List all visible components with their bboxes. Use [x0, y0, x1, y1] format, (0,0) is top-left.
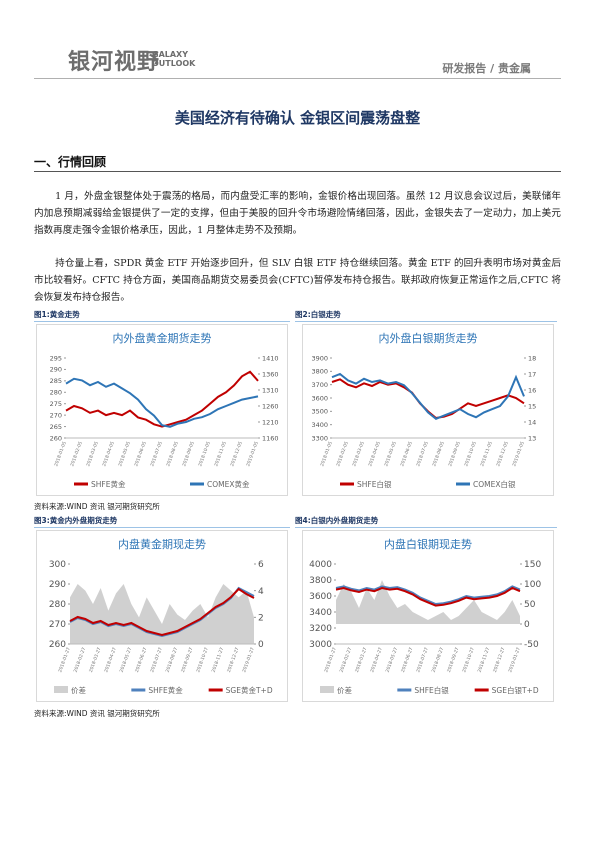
y-tick-label: 270	[50, 411, 62, 419]
y2-tick-label: 1360	[262, 370, 279, 378]
y2-tick-label: 6	[258, 560, 264, 570]
legend-swatch	[320, 686, 334, 693]
y2-tick-label: 1410	[262, 354, 279, 362]
legend-label: SHFE黄金	[148, 685, 183, 695]
y-tick-label: 3400	[311, 421, 328, 429]
y-tick-label: 295	[50, 354, 62, 362]
y-tick-label: 275	[50, 400, 62, 408]
chart-title: 内外盘白银期货走势	[379, 331, 478, 345]
legend-label: SGE黄金T+D	[226, 685, 273, 695]
y2-tick-label: 17	[528, 370, 536, 378]
caption: 图4:白银内外盘期货走势	[295, 515, 557, 528]
chart: 内盘白银期现走势 3000 3200 3400 3600 3800 4000 -50 0 50 10…	[302, 530, 554, 702]
line	[335, 585, 521, 606]
line	[69, 587, 255, 637]
legend-label: COMEX白银	[473, 479, 516, 489]
y-tick-label: 3800	[309, 576, 332, 586]
y-tick-label: 260	[49, 640, 66, 650]
y2-tick-label: 18	[528, 354, 536, 362]
heading: 一、行情回顾	[34, 155, 107, 169]
y2-tick-label: 4	[258, 587, 264, 597]
y-tick-label: 3300	[311, 434, 328, 442]
y-tick-label: 3400	[309, 608, 332, 618]
y2-tick-label: 16	[528, 386, 536, 394]
legend-label: 价差	[71, 685, 86, 695]
y-tick-label: 280	[49, 600, 66, 610]
y2-tick-label: 1160	[262, 434, 279, 442]
y-tick-label: 3600	[311, 394, 328, 402]
line	[335, 586, 521, 607]
line	[65, 370, 259, 428]
source: 资料来源:WIND 资讯 银河期货研究所	[34, 709, 160, 718]
heading-rule	[34, 171, 561, 172]
chart-title: 内外盘黄金期货走势	[113, 331, 212, 345]
chart: 内外盘黄金期货走势 260 265 270 275 280 285 290 295 1160 121…	[36, 324, 288, 496]
caption: 图1:黄金走势	[34, 309, 290, 322]
y-tick-label: 285	[50, 377, 62, 385]
legend-swatch	[54, 686, 68, 693]
caption: 图3:黄金内外盘期货走势	[34, 515, 290, 528]
y2-tick-label: 1260	[262, 402, 279, 410]
logo: 银河视野	[68, 50, 161, 75]
legend-label: 价差	[337, 685, 352, 695]
legend-label: SHFE黄金	[91, 479, 126, 489]
y-tick-label: 3500	[311, 408, 328, 416]
y2-tick-label: 50	[524, 600, 536, 610]
legend-label: SGE白银T+D	[492, 685, 539, 695]
y2-tick-label: 14	[528, 418, 536, 426]
y-tick-label: 3200	[309, 624, 332, 634]
y-tick-label: 300	[49, 560, 66, 570]
y2-tick-label: -50	[524, 640, 539, 650]
y2-tick-label: 2	[258, 613, 264, 623]
area	[336, 580, 520, 624]
legend-label: SHFE白银	[414, 685, 449, 695]
chart-title: 内盘黄金期现走势	[118, 537, 206, 551]
y-tick-label: 3700	[311, 381, 328, 389]
y-tick-label: 3600	[309, 592, 332, 602]
y-tick-label: 4000	[309, 560, 332, 570]
line	[331, 372, 525, 420]
y-tick-label: 290	[49, 580, 66, 590]
y-tick-label: 3800	[311, 368, 328, 376]
y-tick-label: 3900	[311, 354, 328, 362]
y2-tick-label: 1310	[262, 386, 279, 394]
y2-tick-label: 0	[258, 640, 264, 650]
line	[65, 377, 259, 428]
header-rule	[34, 78, 561, 79]
section-tag: 研发报告 / 贵金属	[442, 62, 531, 75]
legend-label: COMEX黄金	[207, 479, 250, 489]
chart: 内外盘白银期货走势 3300 3400 3500 3600 3700 3800 3900 13 1…	[302, 324, 554, 496]
caption: 图2:白银走势	[295, 309, 557, 322]
y2-tick-label: 15	[528, 402, 536, 410]
chart-title: 内盘白银期现走势	[384, 537, 472, 551]
y2-tick-label: 0	[524, 620, 530, 630]
area	[70, 584, 254, 644]
paragraph: 1 月，外盘金银整体处于震荡的格局，而内盘受汇率的影响，金银价格出现回落。虽然 …	[34, 191, 561, 236]
y-tick-label: 265	[50, 423, 62, 431]
y-tick-label: 260	[50, 434, 62, 442]
source: 资料来源:WIND 资讯 银河期货研究所	[34, 502, 160, 511]
y2-tick-label: 100	[524, 580, 541, 590]
y-tick-label: 280	[50, 389, 62, 397]
y2-tick-label: 13	[528, 434, 536, 442]
logo-en: OUTLOOK	[152, 59, 196, 68]
chart-frame	[36, 324, 288, 496]
legend-label: SHFE白银	[357, 479, 392, 489]
logo-en: GALAXY	[152, 50, 189, 59]
y2-tick-label: 1210	[262, 418, 279, 426]
y-tick-label: 290	[50, 366, 62, 374]
y2-tick-label: 150	[524, 560, 541, 570]
paragraph: 持仓量上看，SPDR 黄金 ETF 开始逐步回升，但 SLV 白银 ETF 持仓…	[34, 258, 561, 303]
doc-title: 美国经济有待确认 金银区间震荡盘整	[174, 109, 421, 127]
y-tick-label: 270	[49, 620, 66, 630]
y-tick-label: 3000	[309, 640, 332, 650]
